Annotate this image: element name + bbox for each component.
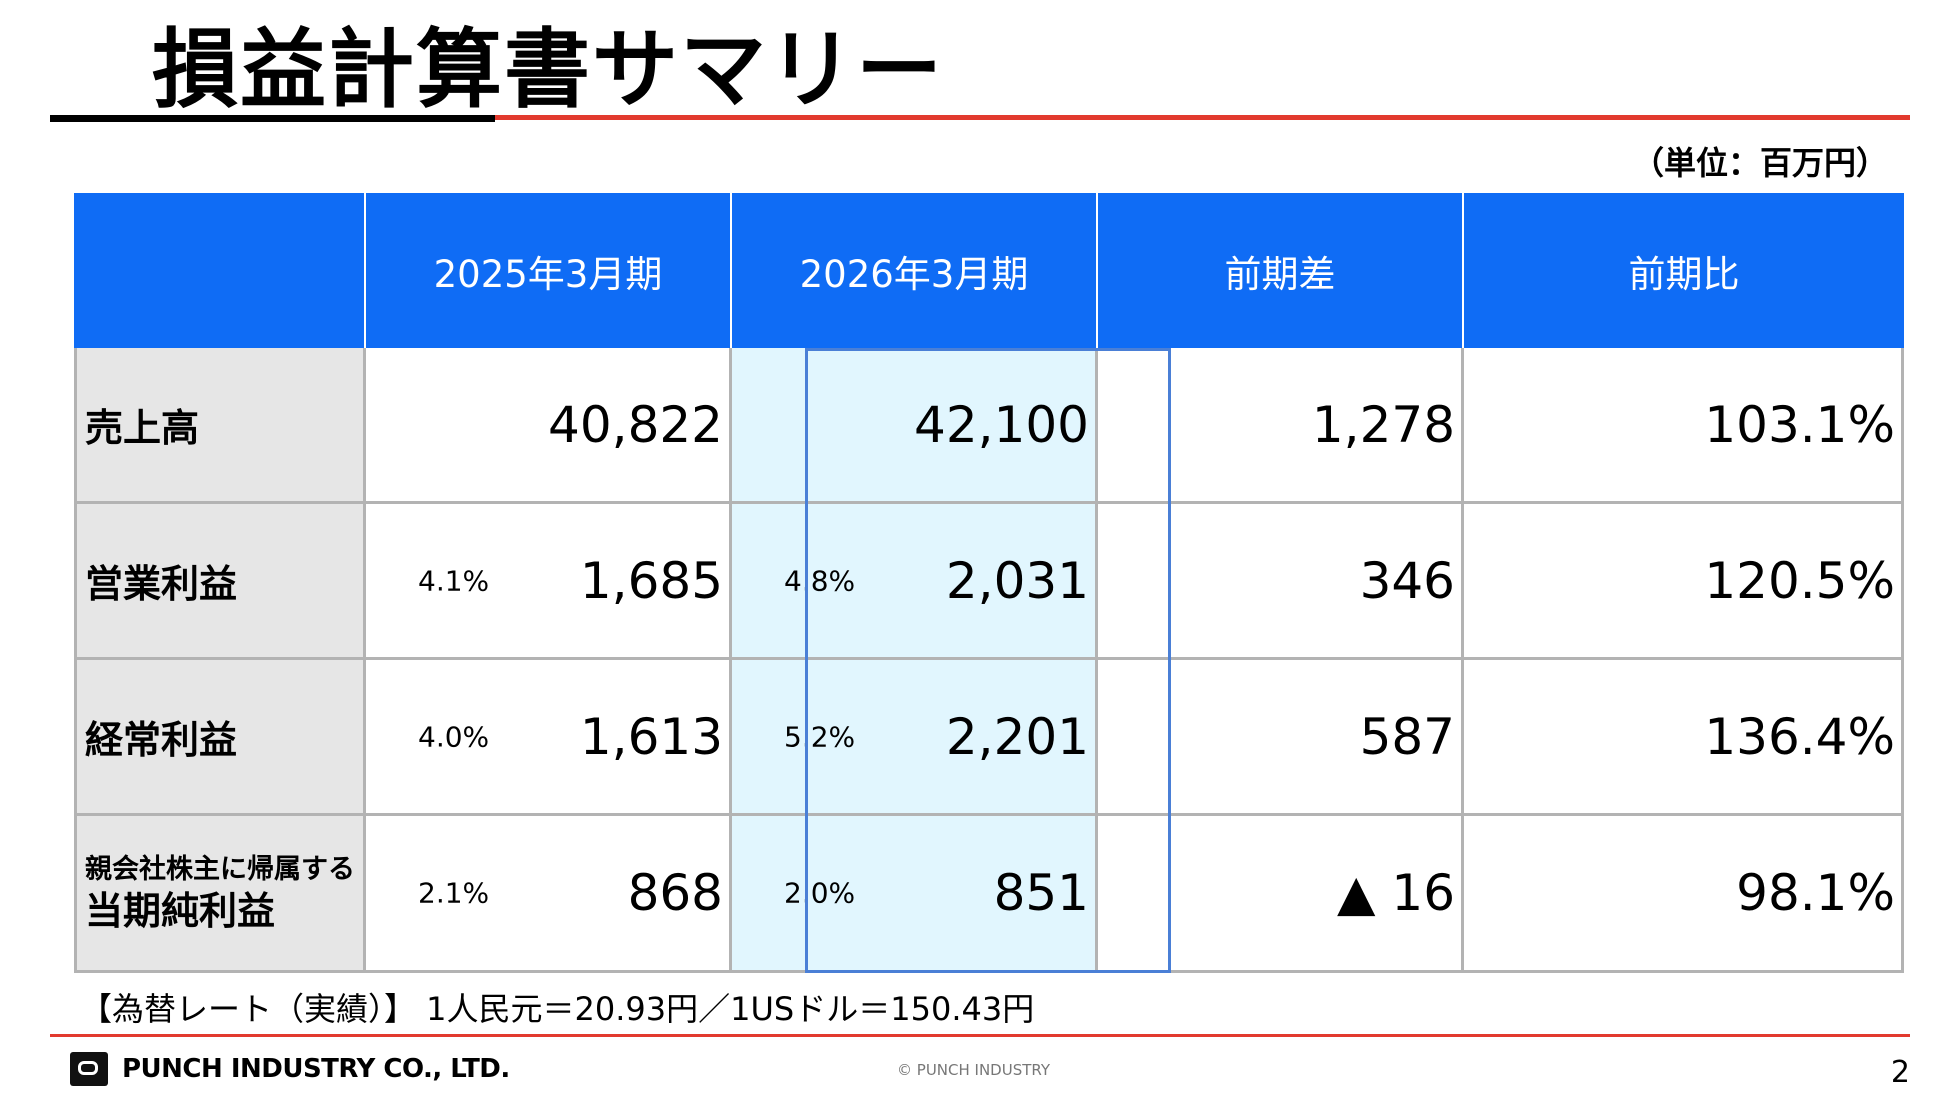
unit-label: （単位：百万円）: [1631, 144, 1888, 182]
exchange-rate-note: 【為替レート（実績）】 1人民元＝20.93円／1USドル＝150.43円: [80, 990, 1035, 1028]
sales-diff: 1,278: [1311, 395, 1455, 454]
net-fy2026-margin: 2.0%: [784, 876, 856, 910]
copyright: © PUNCH INDUSTRY: [897, 1061, 1051, 1079]
net-fy2025-cell: 2.1% 868: [366, 816, 732, 973]
operating-fy2026-margin: 4.8%: [784, 564, 856, 597]
ordinary-fy2026-margin: 5.2%: [784, 720, 856, 753]
sales-ratio: 103.1%: [1704, 395, 1895, 454]
net-fy2025-margin: 2.1%: [418, 876, 490, 910]
ordinary-fy2025-cell: 4.0% 1,613: [366, 660, 732, 816]
net-fy2026: 851: [993, 864, 1089, 922]
net-income-label-main: 当期純利益: [85, 889, 276, 933]
header-fy2026: 2026年3月期: [732, 193, 1098, 348]
ordinary-fy2025-margin: 4.0%: [418, 720, 490, 753]
net-fy2026-cell: 2.0% 851: [732, 816, 1098, 973]
operating-fy2026-cell: 4.8% 2,031: [732, 504, 1098, 660]
operating-diff: 346: [1359, 551, 1455, 610]
ordinary-ratio-cell: 136.4%: [1464, 660, 1904, 816]
ordinary-fy2026: 2,201: [945, 707, 1089, 766]
company-logo: PUNCH INDUSTRY CO., LTD.: [70, 1052, 510, 1086]
ordinary-diff: 587: [1359, 707, 1455, 766]
sales-ratio-cell: 103.1%: [1464, 348, 1904, 504]
page-number: 2: [1890, 1055, 1910, 1090]
title-underline-red: [495, 115, 1910, 120]
income-statement-table: 2025年3月期 2026年3月期 前期差 前期比 売上高 40,822 42,…: [74, 193, 1904, 973]
sales-fy2025-cell: 40,822: [366, 348, 732, 504]
title-underline-black: [50, 115, 495, 122]
net-ratio-cell: 98.1%: [1464, 816, 1904, 973]
sales-fy2026-cell: 42,100: [732, 348, 1098, 504]
ordinary-fy2026-cell: 5.2% 2,201: [732, 660, 1098, 816]
ordinary-fy2025: 1,613: [579, 707, 723, 766]
net-income-label-sub: 親会社株主に帰属する: [85, 854, 355, 885]
footer-rule: [50, 1034, 1910, 1037]
row-label-ordinary-profit: 経常利益: [74, 660, 366, 816]
header-ratio: 前期比: [1464, 193, 1904, 348]
header-diff: 前期差: [1098, 193, 1464, 348]
operating-diff-cell: 346: [1098, 504, 1464, 660]
net-diff-cell: ▲ 16: [1098, 816, 1464, 973]
sales-diff-cell: 1,278: [1098, 348, 1464, 504]
header-fy2025: 2025年3月期: [366, 193, 732, 348]
net-fy2025: 868: [627, 864, 723, 922]
row-label-operating-profit: 営業利益: [74, 504, 366, 660]
operating-fy2025: 1,685: [579, 551, 723, 610]
sales-fy2025: 40,822: [548, 395, 723, 454]
operating-fy2025-cell: 4.1% 1,685: [366, 504, 732, 660]
net-ratio: 98.1%: [1736, 864, 1895, 922]
operating-fy2025-margin: 4.1%: [418, 564, 490, 597]
header-cell-empty: [74, 193, 366, 348]
operating-fy2026: 2,031: [945, 551, 1089, 610]
row-label-sales: 売上高: [74, 348, 366, 504]
page-title: 損益計算書サマリー: [152, 20, 944, 120]
company-name: PUNCH INDUSTRY CO., LTD.: [122, 1054, 510, 1084]
operating-ratio-cell: 120.5%: [1464, 504, 1904, 660]
net-diff: ▲ 16: [1337, 864, 1455, 922]
ordinary-ratio: 136.4%: [1704, 707, 1895, 766]
ordinary-diff-cell: 587: [1098, 660, 1464, 816]
row-label-net-income: 親会社株主に帰属する 当期純利益: [74, 816, 366, 973]
operating-ratio: 120.5%: [1704, 551, 1895, 610]
sales-fy2026: 42,100: [914, 395, 1089, 454]
punch-logo-icon: [70, 1052, 108, 1086]
